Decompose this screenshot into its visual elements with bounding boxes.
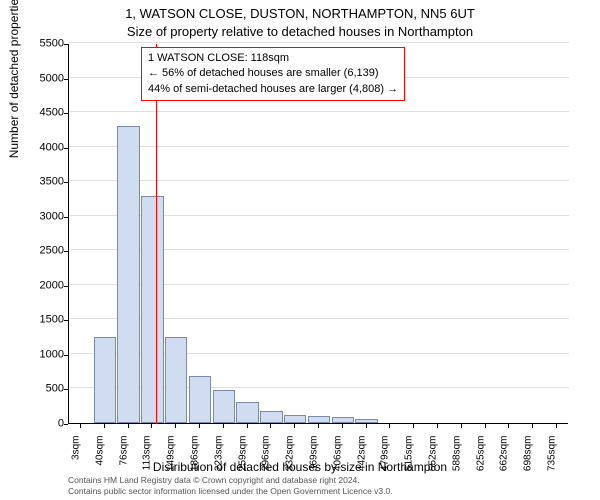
y-tick-label: 2500 <box>24 246 64 257</box>
annotation-line3: 44% of semi-detached houses are larger (… <box>148 82 398 97</box>
x-tick-mark <box>461 424 462 428</box>
x-tick-mark <box>247 424 248 428</box>
x-tick-mark <box>80 424 81 428</box>
y-tick-label: 1000 <box>24 349 64 360</box>
footer-line2: Contains public sector information licen… <box>68 486 393 497</box>
y-tick-label: 4500 <box>24 108 64 119</box>
y-tick-label: 5000 <box>24 73 64 84</box>
histogram-bar <box>117 126 139 423</box>
gridline <box>69 42 569 43</box>
x-tick-mark <box>294 424 295 428</box>
x-tick-mark <box>270 424 271 428</box>
histogram-bar <box>355 419 377 423</box>
x-tick-mark <box>485 424 486 428</box>
x-tick-mark <box>508 424 509 428</box>
chart-subtitle: Size of property relative to detached ho… <box>0 24 600 39</box>
histogram-bar <box>332 417 354 423</box>
histogram-bar <box>213 390 235 423</box>
histogram-bar <box>284 415 306 423</box>
x-tick-mark <box>437 424 438 428</box>
histogram-bar <box>141 196 163 423</box>
y-tick-label: 5500 <box>24 39 64 50</box>
footer-line1: Contains HM Land Registry data © Crown c… <box>68 475 393 486</box>
x-tick-mark <box>318 424 319 428</box>
x-tick-mark <box>556 424 557 428</box>
x-tick-mark <box>128 424 129 428</box>
gridline <box>69 146 569 147</box>
chart-title-line1: 1, WATSON CLOSE, DUSTON, NORTHAMPTON, NN… <box>0 6 600 21</box>
y-axis-label: Number of detached properties <box>7 0 21 158</box>
y-tick-label: 1500 <box>24 315 64 326</box>
x-tick-mark <box>175 424 176 428</box>
x-tick-mark <box>151 424 152 428</box>
footer-attribution: Contains HM Land Registry data © Crown c… <box>68 475 393 497</box>
x-tick-mark <box>342 424 343 428</box>
gridline <box>69 111 569 112</box>
x-axis-label: Distribution of detached houses by size … <box>0 460 600 474</box>
x-tick-mark <box>389 424 390 428</box>
histogram-bar <box>308 416 330 423</box>
histogram-bar <box>189 376 211 423</box>
x-tick-mark <box>223 424 224 428</box>
y-tick-label: 3000 <box>24 211 64 222</box>
y-tick-label: 3500 <box>24 177 64 188</box>
gridline <box>69 180 569 181</box>
y-tick-label: 500 <box>24 384 64 395</box>
y-tick-label: 4000 <box>24 142 64 153</box>
y-tick-label: 0 <box>24 419 64 430</box>
annotation-box: 1 WATSON CLOSE: 118sqm ← 56% of detached… <box>141 47 405 101</box>
annotation-line1: 1 WATSON CLOSE: 118sqm <box>148 51 398 66</box>
x-tick-mark <box>104 424 105 428</box>
histogram-chart: 1, WATSON CLOSE, DUSTON, NORTHAMPTON, NN… <box>0 0 600 500</box>
plot-area: 1 WATSON CLOSE: 118sqm ← 56% of detached… <box>68 44 568 424</box>
y-tick-mark <box>64 424 68 425</box>
histogram-bar <box>260 411 282 423</box>
y-tick-label: 2000 <box>24 280 64 291</box>
histogram-bar <box>165 337 187 423</box>
x-tick-mark <box>199 424 200 428</box>
x-tick-mark <box>532 424 533 428</box>
histogram-bar <box>94 337 116 423</box>
annotation-line2: ← 56% of detached houses are smaller (6,… <box>148 66 398 81</box>
x-tick-mark <box>413 424 414 428</box>
histogram-bar <box>236 402 258 423</box>
x-tick-mark <box>366 424 367 428</box>
